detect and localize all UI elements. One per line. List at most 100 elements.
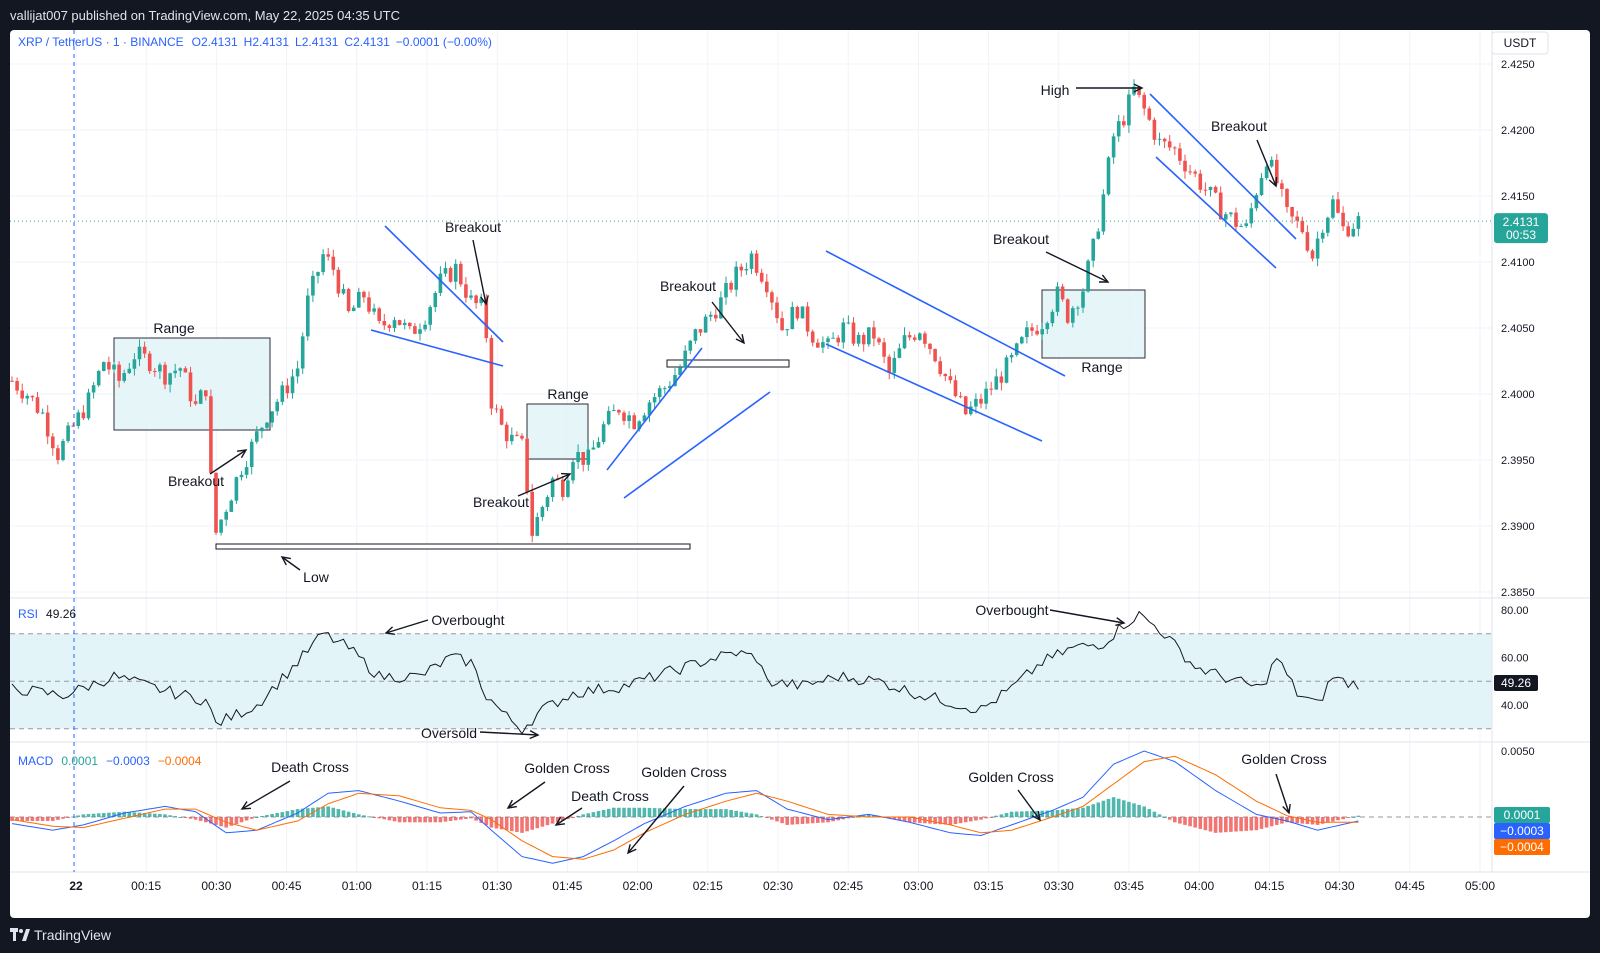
- candle-body: [754, 253, 759, 273]
- macd-histogram-bar: [1045, 810, 1050, 817]
- macd-histogram-bar: [989, 817, 993, 818]
- candle-body: [938, 361, 942, 374]
- candle-body: [1127, 94, 1131, 126]
- candle-body: [974, 398, 978, 407]
- trendline-drawings[interactable]: [370, 93, 1297, 499]
- candle-body: [198, 390, 203, 404]
- candle-body: [132, 359, 137, 369]
- candle-body: [1234, 212, 1238, 227]
- tradingview-logo-icon[interactable]: [10, 928, 30, 942]
- macd-histogram-bar: [326, 806, 330, 817]
- macd-histogram-bar: [448, 817, 453, 821]
- candle-body: [1193, 171, 1197, 174]
- candle-body: [438, 273, 443, 293]
- macd-histogram-bar: [1346, 817, 1350, 818]
- candle-body: [1285, 188, 1289, 208]
- candle-body: [173, 370, 177, 374]
- candle-body: [1020, 337, 1024, 344]
- chart-canvas[interactable]: Range Breakout Low Breakout Range Breakout Bre…: [10, 30, 1590, 918]
- candle-body: [234, 477, 239, 501]
- macd-histogram-bar: [545, 817, 550, 826]
- breakout-label: Breakout: [168, 473, 224, 489]
- candle-body: [642, 415, 647, 422]
- candle-body: [351, 307, 356, 312]
- macd-histogram-bar: [999, 814, 1004, 817]
- rsi-legend[interactable]: RSI 49.26: [18, 607, 76, 621]
- macd-value-badge: [1494, 807, 1550, 823]
- annotation-arrow: [517, 473, 571, 497]
- candle-body: [601, 424, 606, 443]
- candle-body: [984, 388, 988, 404]
- candle-body: [418, 329, 422, 334]
- candle-body: [229, 500, 234, 512]
- candle-body: [515, 434, 519, 436]
- candle-body: [1076, 307, 1080, 309]
- macd-histogram-bar: [601, 809, 606, 817]
- macd-histogram-bar: [673, 808, 677, 817]
- arrowhead: [1031, 811, 1041, 822]
- candle-body: [499, 408, 504, 425]
- candle-body: [382, 321, 387, 326]
- trendline: [1155, 156, 1277, 269]
- macd-histogram-bar: [219, 817, 223, 827]
- golden-cross-label: Golden Cross: [968, 769, 1054, 785]
- macd-histogram-bar: [316, 807, 320, 817]
- macd-histogram-bar: [535, 817, 540, 829]
- macd-histogram-bar: [1234, 817, 1238, 832]
- candle-body: [805, 306, 810, 332]
- time-tick-label: 03:00: [903, 879, 933, 893]
- currency-button[interactable]: [1491, 31, 1549, 55]
- macd-histogram-bar: [1315, 817, 1320, 825]
- macd-histogram-bar: [45, 817, 50, 821]
- macd-histogram-bar: [372, 817, 376, 818]
- annotation-arrow: [385, 619, 429, 634]
- candle-body: [994, 376, 999, 390]
- time-tick-label: 04:00: [1184, 879, 1214, 893]
- candle-body: [372, 308, 376, 312]
- candle-body: [877, 338, 881, 343]
- macd-histogram-bar: [943, 817, 948, 825]
- candle-body: [1295, 216, 1299, 221]
- breakout-label: Breakout: [473, 494, 529, 510]
- symbol-legend[interactable]: XRP / TetherUS · 1 · BINANCE O2.4131 H2.41…: [18, 35, 492, 49]
- candle-body: [688, 340, 693, 351]
- candle-body: [1331, 199, 1335, 218]
- macd-histogram-bar: [1269, 817, 1274, 827]
- trendline: [384, 225, 504, 343]
- rsi-value-label: 49.26: [1501, 676, 1531, 690]
- candle-body: [239, 474, 244, 478]
- candle-body: [76, 412, 81, 427]
- price-tick-label: 2.3850: [1501, 587, 1535, 599]
- macd-legend[interactable]: MACD 0.0001 −0.0003 −0.0004: [18, 754, 202, 768]
- time-tick-label: 01:00: [342, 879, 372, 893]
- candle-body: [999, 376, 1004, 383]
- macd-histogram-bar: [163, 814, 167, 817]
- rsi-pane: [10, 610, 1492, 735]
- macd-histogram-bar: [1142, 806, 1146, 817]
- candle-body: [708, 314, 713, 317]
- price-tick-label: 2.3950: [1501, 455, 1535, 467]
- candle-body: [795, 307, 800, 319]
- candle-body: [214, 472, 218, 533]
- breakout-label: Breakout: [1211, 118, 1267, 134]
- candle-body: [872, 327, 876, 339]
- axes: 2.4250 2.4200 2.4150 2.4100 2.4050 2.4000 2.39…: [10, 30, 1590, 893]
- arrowhead: [280, 556, 291, 566]
- arrowhead: [1268, 176, 1278, 188]
- macd-histogram-bar: [377, 817, 381, 819]
- candle-body: [953, 380, 958, 397]
- macd-histogram-bar: [1208, 817, 1213, 832]
- candle-body: [1137, 86, 1141, 95]
- macd-histogram-bar: [708, 809, 713, 817]
- arrowhead: [626, 844, 637, 855]
- candle-body: [494, 408, 499, 410]
- candle-body: [341, 289, 346, 294]
- macd-histogram-bar: [678, 808, 682, 817]
- annotation-arrow: [472, 239, 487, 305]
- chart-frame[interactable]: Range Breakout Low Breakout Range Breakout Bre…: [10, 30, 1590, 918]
- candle-body: [668, 385, 672, 389]
- macd-histogram-bar: [596, 811, 601, 817]
- macd-histogram-bar: [423, 817, 427, 823]
- price-tick-label: 2.4050: [1501, 323, 1535, 335]
- macd-histogram-bar: [1086, 806, 1090, 817]
